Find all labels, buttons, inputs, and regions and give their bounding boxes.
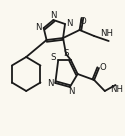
Text: O: O	[100, 64, 106, 72]
Text: N: N	[36, 24, 42, 33]
Text: N: N	[68, 87, 75, 97]
Text: NH: NH	[100, 30, 113, 38]
Text: NH: NH	[110, 84, 123, 94]
Text: S: S	[51, 53, 56, 63]
Text: S: S	[63, 50, 69, 58]
Text: N: N	[67, 19, 73, 29]
Text: O: O	[79, 18, 86, 27]
Text: N: N	[47, 78, 54, 87]
Text: N: N	[50, 12, 57, 21]
